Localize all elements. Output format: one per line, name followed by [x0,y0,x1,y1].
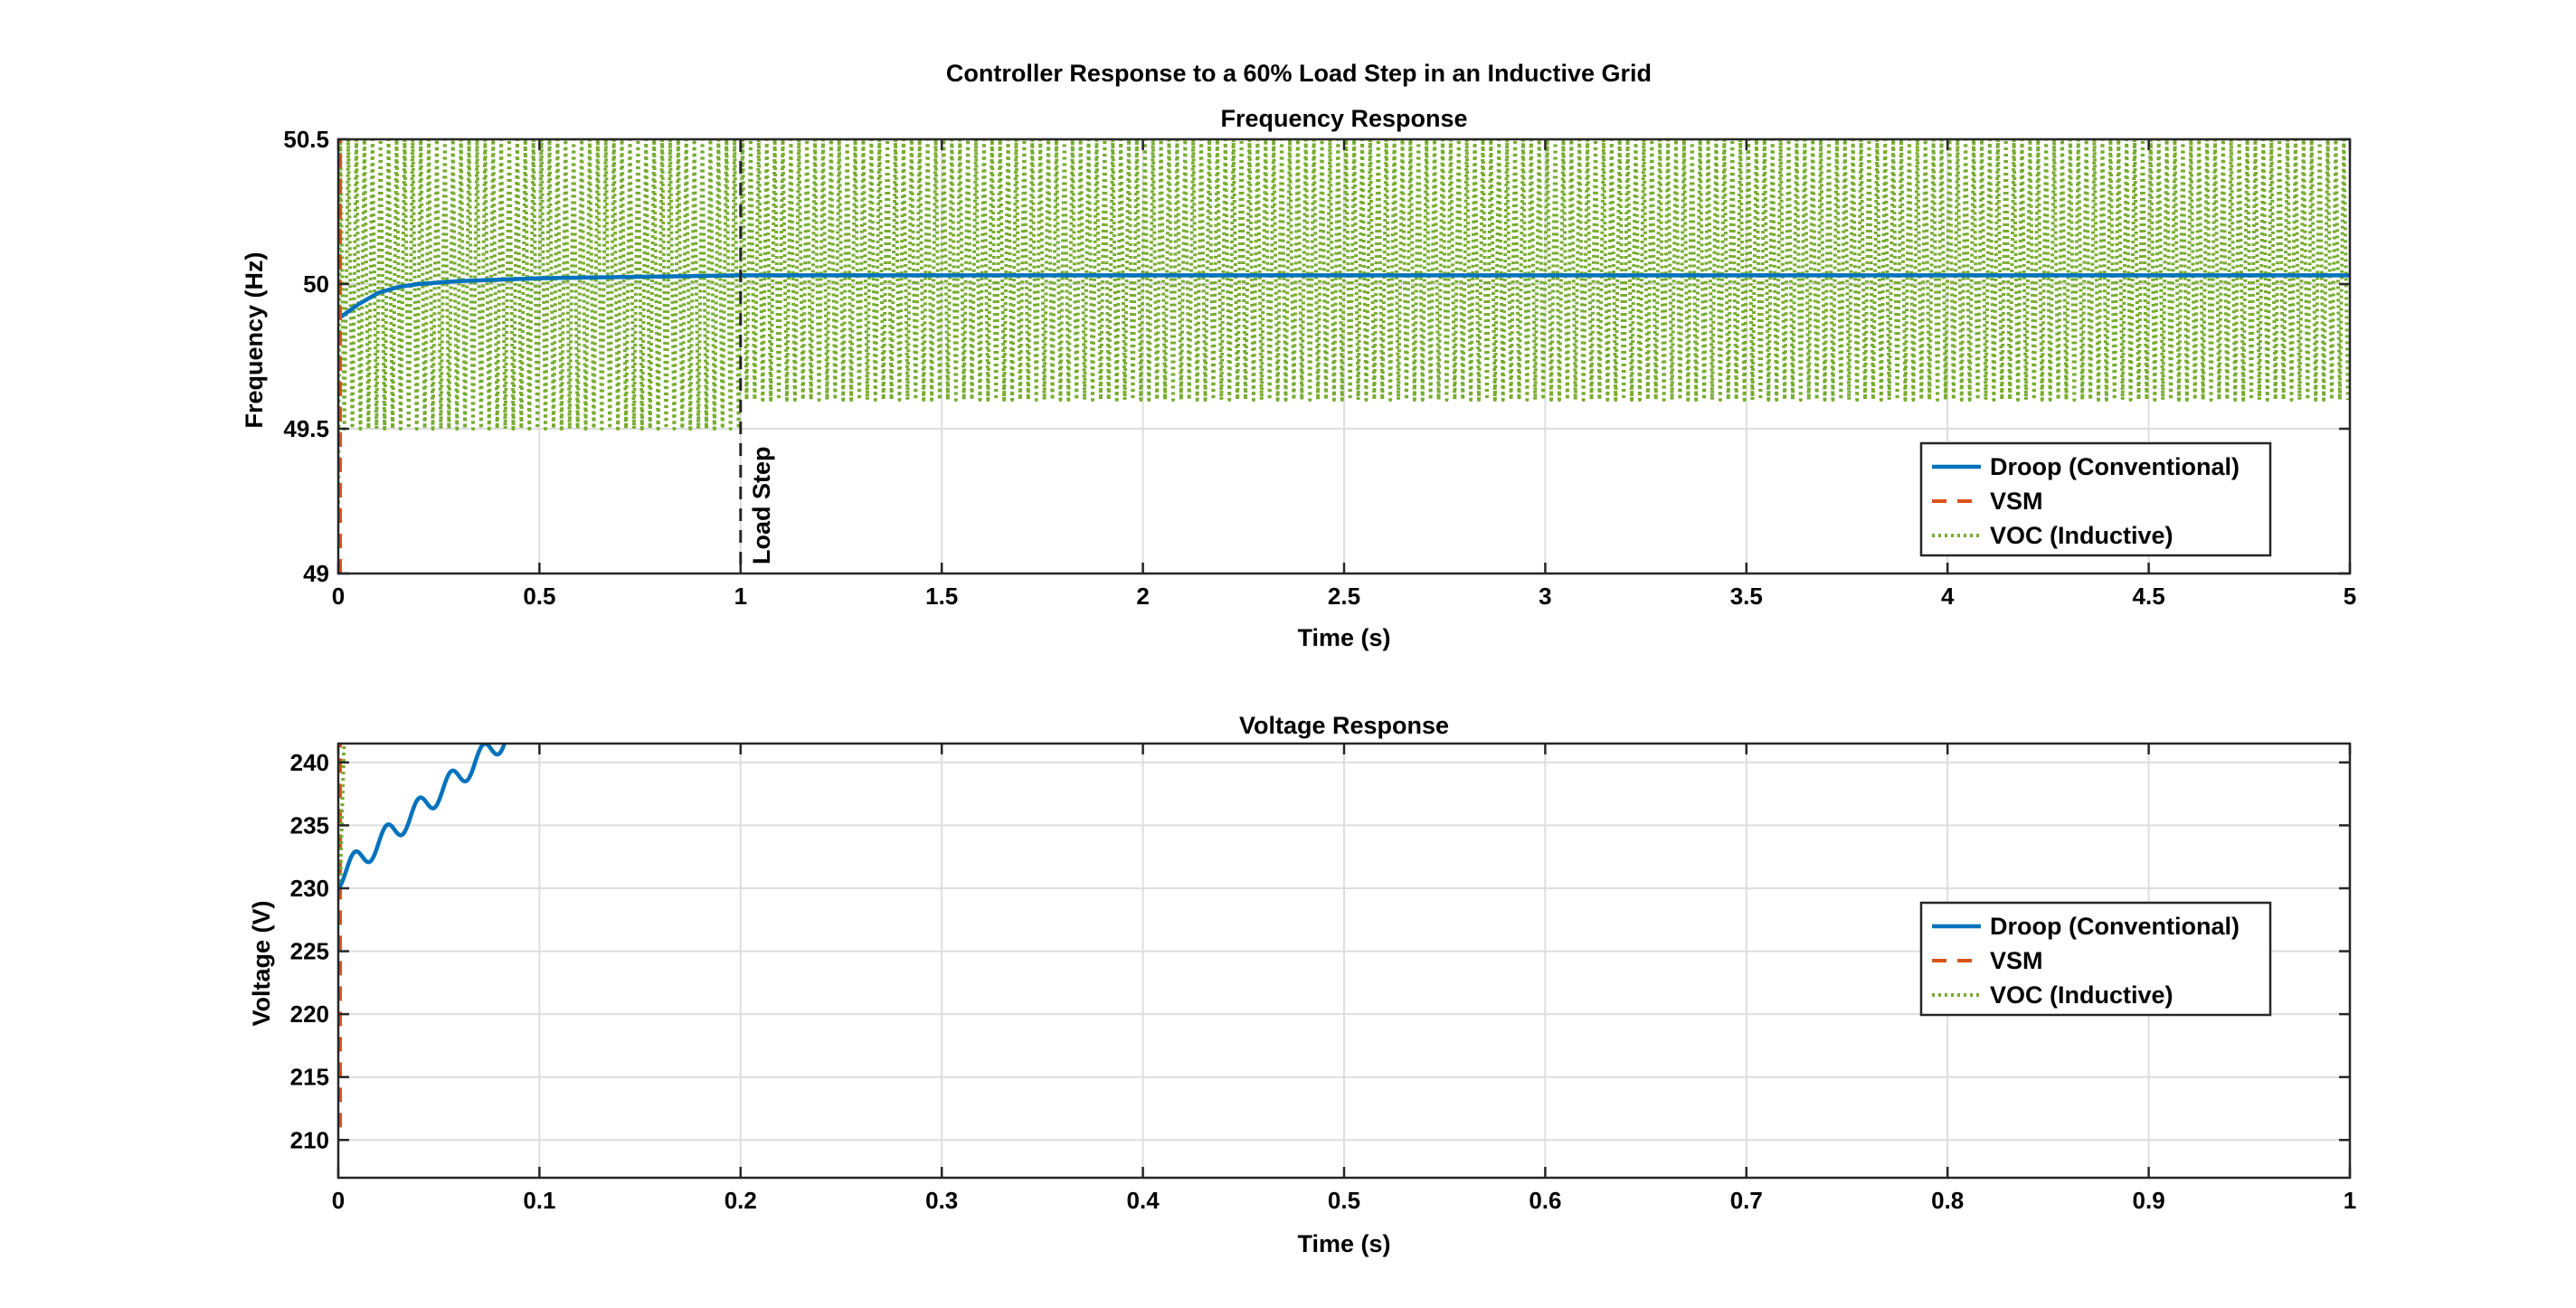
x-tick-label: 0 [332,583,345,610]
legend-entry: Droop (Conventional) [1990,913,2240,940]
droop-conventional-line [338,744,507,890]
x-tick-label: 0.9 [2133,1187,2165,1214]
y-tick-label: 235 [290,811,329,839]
frequency-x-axis-label: Time (s) [1297,624,1390,651]
x-tick-label: 0.3 [925,1187,958,1214]
x-tick-label: 1.5 [925,583,958,610]
y-tick-label: 225 [290,938,329,965]
voltage-x-axis-label: Time (s) [1297,1230,1390,1257]
voltage-tick-labels: 0 0.1 0.2 0.3 0.4 0.5 0.6 0.7 0.8 0.9 1 210 215 220 22… [290,749,2357,1214]
frequency-y-axis-label: Frequency (Hz) [241,251,268,428]
x-tick-label: 0.2 [724,1187,757,1214]
x-tick-label: 0.5 [1328,1187,1360,1214]
frequency-series-group [338,139,2350,573]
load-step-label: Load Step [748,446,775,564]
x-tick-label: 0 [332,1187,345,1214]
legend-entry: VSM [1990,947,2043,974]
y-tick-label: 49.5 [283,415,329,442]
voltage-y-axis-label: Voltage (V) [248,900,275,1026]
x-tick-label: 0.6 [1529,1187,1561,1214]
x-tick-label: 0.7 [1730,1187,1763,1214]
legend-entry: VOC (Inductive) [1990,981,2174,1009]
legend-box [1919,901,2272,1017]
y-tick-label: 50.5 [283,126,329,153]
x-tick-label: 0.1 [523,1187,555,1214]
legend-entry: VSM [1990,488,2043,515]
y-tick-label: 49 [303,560,329,587]
x-tick-label: 0.8 [1931,1187,1964,1214]
legend-box [1919,441,2272,557]
frequency-tick-labels: 0 0.5 1 1.5 2 2.5 3 3.5 4 4.5 5 49 49.5 50 50.5 [283,126,2356,610]
x-tick-label: 5 [2344,583,2356,610]
frequency-axes [336,137,2352,575]
axes-box [336,137,2352,575]
x-tick-label: 1 [2344,1187,2356,1214]
legend-entry: VOC (Inductive) [1990,522,2174,549]
voc-inductive-line [338,139,2350,510]
voltage-legend: Droop (Conventional) VSM VOC (Inductive) [1919,901,2272,1017]
droop-conventional-line [338,273,2350,321]
x-tick-label: 2 [1136,583,1149,610]
load-step-annotation: Load Step [739,139,775,573]
frequency-subplot: Frequency Response Load Step 0 0.5 1 1.5 2 2.… [241,105,2356,651]
x-tick-label: 0.4 [1127,1187,1160,1214]
voc-inductive-line [338,744,346,889]
x-tick-label: 1 [734,583,747,610]
x-tick-label: 3.5 [1730,583,1763,610]
axes-box [336,742,2352,1180]
frequency-subplot-title: Frequency Response [1220,105,1467,132]
x-tick-label: 3 [1539,583,1551,610]
voltage-series-group [338,744,507,1128]
voltage-axes [336,742,2352,1180]
figure-title: Controller Response to a 60% Load Step i… [946,60,1652,87]
y-tick-label: 230 [290,875,329,902]
y-tick-label: 240 [290,749,329,776]
frequency-legend: Droop (Conventional) VSM VOC (Inductive) [1919,441,2272,557]
y-tick-label: 50 [303,270,329,298]
legend-entry: Droop (Conventional) [1990,453,2240,480]
y-tick-label: 220 [290,1000,329,1028]
voltage-subplot: Voltage Response 0 0.1 0.2 0.3 0.4 0.5 0.6 0.7 0… [248,712,2356,1257]
y-tick-label: 215 [290,1064,329,1091]
y-tick-label: 210 [290,1126,329,1153]
x-tick-label: 0.5 [523,583,555,610]
voltage-subplot-title: Voltage Response [1239,712,1449,739]
x-tick-label: 4 [1941,583,1955,610]
x-tick-label: 2.5 [1328,583,1360,610]
x-tick-label: 4.5 [2133,583,2165,610]
